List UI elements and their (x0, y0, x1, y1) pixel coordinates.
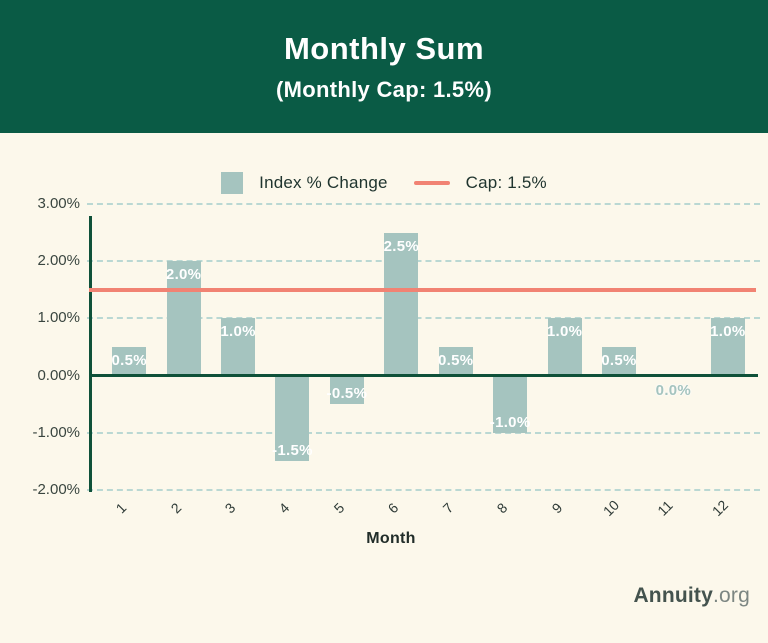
legend-item-index-change: Index % Change (221, 172, 388, 194)
bar-value-label: -0.5% (326, 385, 368, 403)
cap-line (89, 287, 756, 292)
bar: -1.5% (272, 375, 312, 462)
y-tick-label: -1.00% (32, 423, 80, 441)
bar-value-label: 0.0% (655, 381, 692, 399)
bar: 1.0% (710, 318, 746, 376)
x-tick-label: 11 (654, 497, 677, 519)
x-tick-label: 1 (112, 499, 130, 517)
y-tick-label: 1.00% (37, 309, 80, 327)
grid-line (87, 260, 760, 263)
x-tick-label: 4 (276, 499, 293, 517)
y-tick-label: 3.00% (37, 195, 80, 212)
legend-item-cap: Cap: 1.5% (413, 173, 547, 193)
brand-logo: Annuity.org (633, 584, 750, 608)
x-tick-label: 10 (599, 496, 623, 520)
bar: 2.0% (165, 261, 202, 376)
y-axis-line (89, 216, 92, 492)
y-tick-label: 2.00% (37, 252, 80, 270)
bar: 0.5% (438, 347, 474, 376)
cap-line-swatch-icon (413, 181, 450, 185)
x-tick-label: 2 (167, 499, 185, 517)
zero-line (89, 374, 758, 378)
chart-title: Monthly Sum (283, 30, 485, 66)
bar-value-label: 2.5% (383, 237, 419, 255)
bar: 2.5% (383, 232, 419, 376)
brand-tld: .org (713, 584, 750, 607)
grid-line (87, 203, 760, 205)
grid-line (87, 431, 760, 434)
bar-value-label: 0.5% (111, 352, 147, 369)
bar: -1.0% (490, 375, 530, 433)
bar: 1.0% (220, 318, 256, 376)
bar: -0.5% (327, 375, 367, 405)
grid-line (87, 317, 760, 320)
x-tick-label: 7 (439, 499, 457, 517)
bar: 0.5% (601, 347, 637, 376)
x-tick-label: 3 (221, 499, 239, 517)
bar-chart-plot-area: 3.00% 2.00% 1.00% 0.00% -1.00% -2.00% 0.5% 2.0%… (0, 195, 768, 519)
legend: Index % Change Cap: 1.5% (0, 169, 768, 197)
legend-label: Index % Change (259, 173, 388, 192)
bar-swatch-icon (221, 172, 244, 194)
x-tick-label: 9 (548, 499, 565, 517)
bar-value-label: 2.0% (165, 266, 202, 284)
x-axis-title: Month (366, 530, 416, 547)
bar-value-label: -1.0% (489, 413, 531, 431)
legend-label: Cap: 1.5% (465, 173, 547, 192)
y-tick-label: 0.00% (37, 366, 80, 384)
bar-value-label: 0.5% (601, 352, 637, 369)
y-tick-label: -2.00% (32, 481, 80, 498)
bar-value-label: 1.0% (546, 323, 583, 341)
x-tick-label: 12 (708, 496, 731, 520)
bar-value-label: 0.5% (438, 352, 474, 369)
header: Monthly Sum (Monthly Cap: 1.5%) (0, 0, 768, 133)
bar-value-label: 1.0% (710, 323, 746, 341)
bar: 1.0% (546, 318, 583, 376)
grid-line (87, 489, 760, 491)
x-tick-label: 8 (493, 499, 511, 517)
x-tick-label: 6 (384, 499, 402, 517)
brand-name: Annuity (633, 584, 713, 607)
chart-subtitle: (Monthly Cap: 1.5%) (276, 76, 492, 102)
bar-value-label: -1.5% (272, 442, 313, 460)
bar: 0.5% (111, 347, 147, 376)
x-tick-label: 5 (330, 499, 348, 517)
bar-value-label: 1.0% (220, 323, 256, 341)
